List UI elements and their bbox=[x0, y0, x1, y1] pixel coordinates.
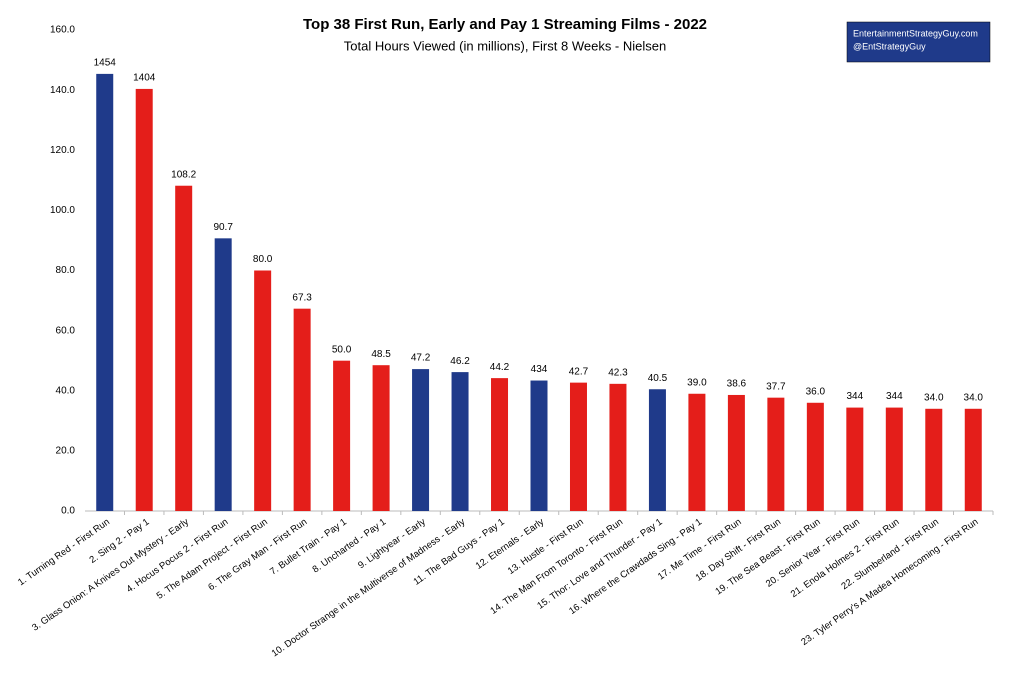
data-label: 34.0 bbox=[964, 392, 984, 403]
watermark-box bbox=[846, 21, 991, 63]
data-label: 344 bbox=[846, 391, 863, 402]
data-label: 1404 bbox=[133, 73, 156, 84]
bar bbox=[767, 397, 785, 511]
data-label: 38.6 bbox=[727, 379, 747, 390]
data-label: 39.0 bbox=[687, 377, 707, 388]
bar bbox=[135, 88, 153, 512]
x-tick-label: 8. Uncharted - Pay 1 bbox=[311, 517, 389, 576]
data-label: 42.3 bbox=[608, 367, 628, 378]
bar bbox=[175, 185, 193, 511]
data-label: 50.0 bbox=[332, 344, 352, 355]
data-label: 90.7 bbox=[213, 222, 233, 233]
data-label: 42.7 bbox=[569, 366, 589, 377]
bar bbox=[727, 394, 745, 511]
data-label: 47.2 bbox=[411, 353, 431, 364]
y-tick-label: 0.0 bbox=[61, 506, 75, 517]
data-label: 48.5 bbox=[371, 349, 391, 360]
data-label: 1454 bbox=[94, 58, 117, 69]
y-tick-label: 40.0 bbox=[56, 385, 76, 396]
data-label: 434 bbox=[531, 364, 548, 375]
x-tick-label: 12. Eternals - Early bbox=[474, 516, 547, 571]
bar bbox=[609, 383, 627, 511]
bar bbox=[451, 372, 469, 511]
bar bbox=[372, 365, 390, 511]
bar bbox=[925, 408, 943, 511]
bar bbox=[806, 402, 824, 511]
watermark-text: @EntStrategyGuy bbox=[853, 41, 926, 51]
bar bbox=[530, 380, 548, 511]
bar bbox=[648, 389, 666, 511]
bar bbox=[964, 408, 982, 511]
data-label: 37.7 bbox=[766, 381, 786, 392]
watermark-text: EntertainmentStrategyGuy.com bbox=[853, 28, 978, 38]
bar bbox=[293, 308, 311, 511]
data-label: 46.2 bbox=[450, 356, 470, 367]
chart-subtitle: Total Hours Viewed (in millions), First … bbox=[344, 38, 666, 53]
data-label: 344 bbox=[886, 391, 903, 402]
bar bbox=[491, 378, 509, 511]
data-label: 67.3 bbox=[292, 292, 312, 303]
bar bbox=[569, 382, 587, 511]
bar bbox=[214, 238, 232, 511]
data-label: 108.2 bbox=[171, 169, 196, 180]
bar bbox=[333, 360, 351, 511]
x-tick-label: 3. Glass Onion: A Knives Out Mystery - E… bbox=[30, 516, 191, 633]
data-label: 36.0 bbox=[806, 386, 826, 397]
y-tick-label: 100.0 bbox=[50, 205, 75, 216]
y-tick-label: 80.0 bbox=[56, 265, 76, 276]
x-tick-label: 9. Lightyear - Early bbox=[356, 516, 428, 571]
y-tick-label: 140.0 bbox=[50, 85, 75, 96]
bar bbox=[96, 73, 114, 512]
y-tick-label: 20.0 bbox=[56, 446, 76, 457]
y-tick-label: 160.0 bbox=[50, 25, 75, 36]
bar bbox=[254, 270, 272, 511]
data-label: 44.2 bbox=[490, 362, 510, 373]
data-label: 40.5 bbox=[648, 373, 668, 384]
bar bbox=[688, 393, 706, 511]
y-tick-label: 60.0 bbox=[56, 325, 76, 336]
y-tick-label: 120.0 bbox=[50, 145, 75, 156]
data-label: 34.0 bbox=[924, 392, 944, 403]
bar bbox=[885, 407, 903, 511]
data-label: 80.0 bbox=[253, 254, 273, 265]
chart-title: Top 38 First Run, Early and Pay 1 Stream… bbox=[303, 16, 707, 33]
bar bbox=[846, 407, 864, 511]
bar bbox=[412, 369, 430, 511]
